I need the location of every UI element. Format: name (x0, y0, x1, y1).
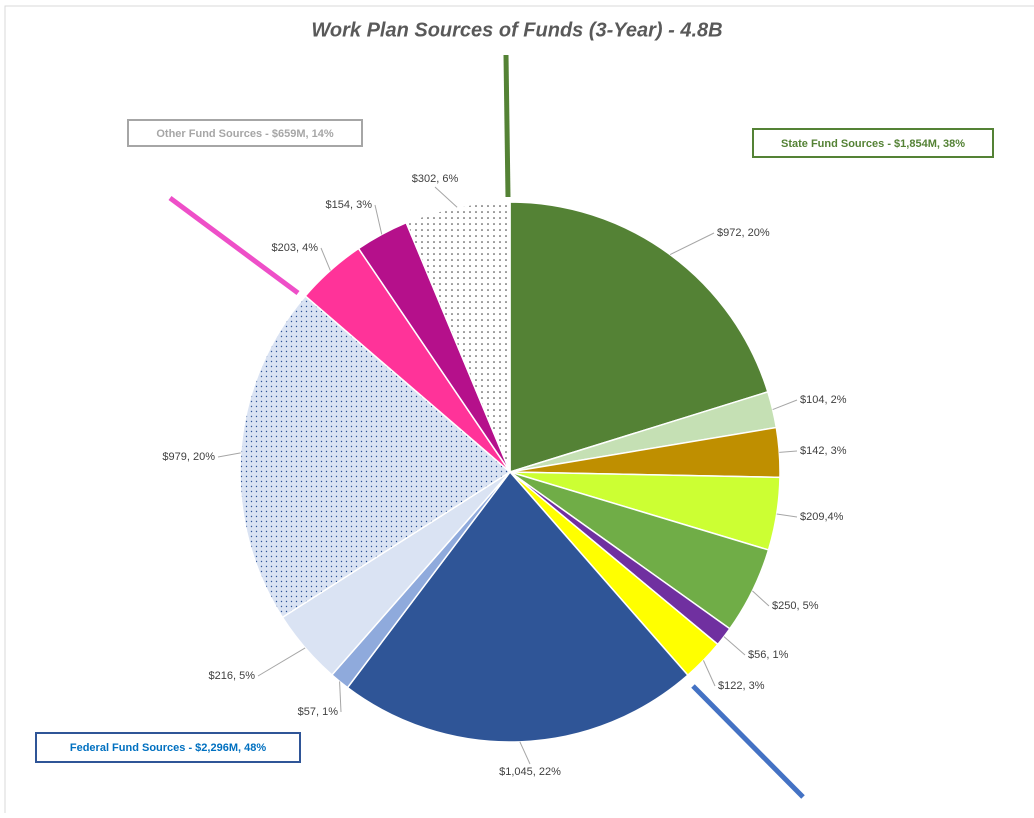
group-label: Other Fund Sources - $659M, 14% (156, 128, 333, 140)
data-label: $122, 3% (718, 680, 765, 692)
data-label: $57, 1% (298, 706, 339, 718)
group-box (127, 119, 363, 147)
leader-line (752, 590, 770, 607)
data-label: $250, 5% (772, 600, 819, 612)
pie-slice (346, 470, 689, 743)
group-divider (168, 195, 300, 296)
group-label: State Fund Sources - $1,854M, 38% (781, 138, 965, 150)
group-divider (503, 54, 511, 198)
leader-line (434, 186, 458, 208)
chart-title: Work Plan Sources of Funds (3-Year) - 4.… (311, 19, 722, 41)
data-label: $209,4% (800, 511, 844, 523)
leader-line (723, 636, 746, 656)
data-label: $216, 5% (209, 670, 256, 682)
data-label: $302, 6% (412, 173, 459, 185)
leader-line (339, 681, 342, 713)
data-label: $1,045, 22% (499, 766, 561, 778)
leader-line (669, 232, 715, 256)
data-label: $979, 20% (162, 451, 215, 463)
leader-line (320, 247, 331, 271)
leader-line (374, 204, 383, 235)
frame (4, 5, 1034, 813)
data-label: $154, 3% (326, 199, 373, 211)
leader-line (217, 452, 241, 458)
pie (239, 201, 781, 743)
group-box (35, 732, 301, 763)
data-label: $972, 20% (717, 227, 770, 239)
leader-line (772, 399, 798, 411)
data-label: $142, 3% (800, 445, 847, 457)
group-divider (691, 684, 805, 799)
data-label: $104, 2% (800, 394, 847, 406)
leader-line (702, 660, 716, 687)
leader-line (776, 513, 798, 518)
leader-line (779, 450, 798, 453)
data-label: $56, 1% (748, 649, 789, 661)
data-label: $203, 4% (272, 242, 319, 254)
pie-slice (509, 201, 769, 474)
group-box (752, 128, 994, 158)
group-label: Federal Fund Sources - $2,296M, 48% (70, 742, 266, 754)
leader-line (257, 647, 306, 677)
leader-line (519, 741, 531, 765)
